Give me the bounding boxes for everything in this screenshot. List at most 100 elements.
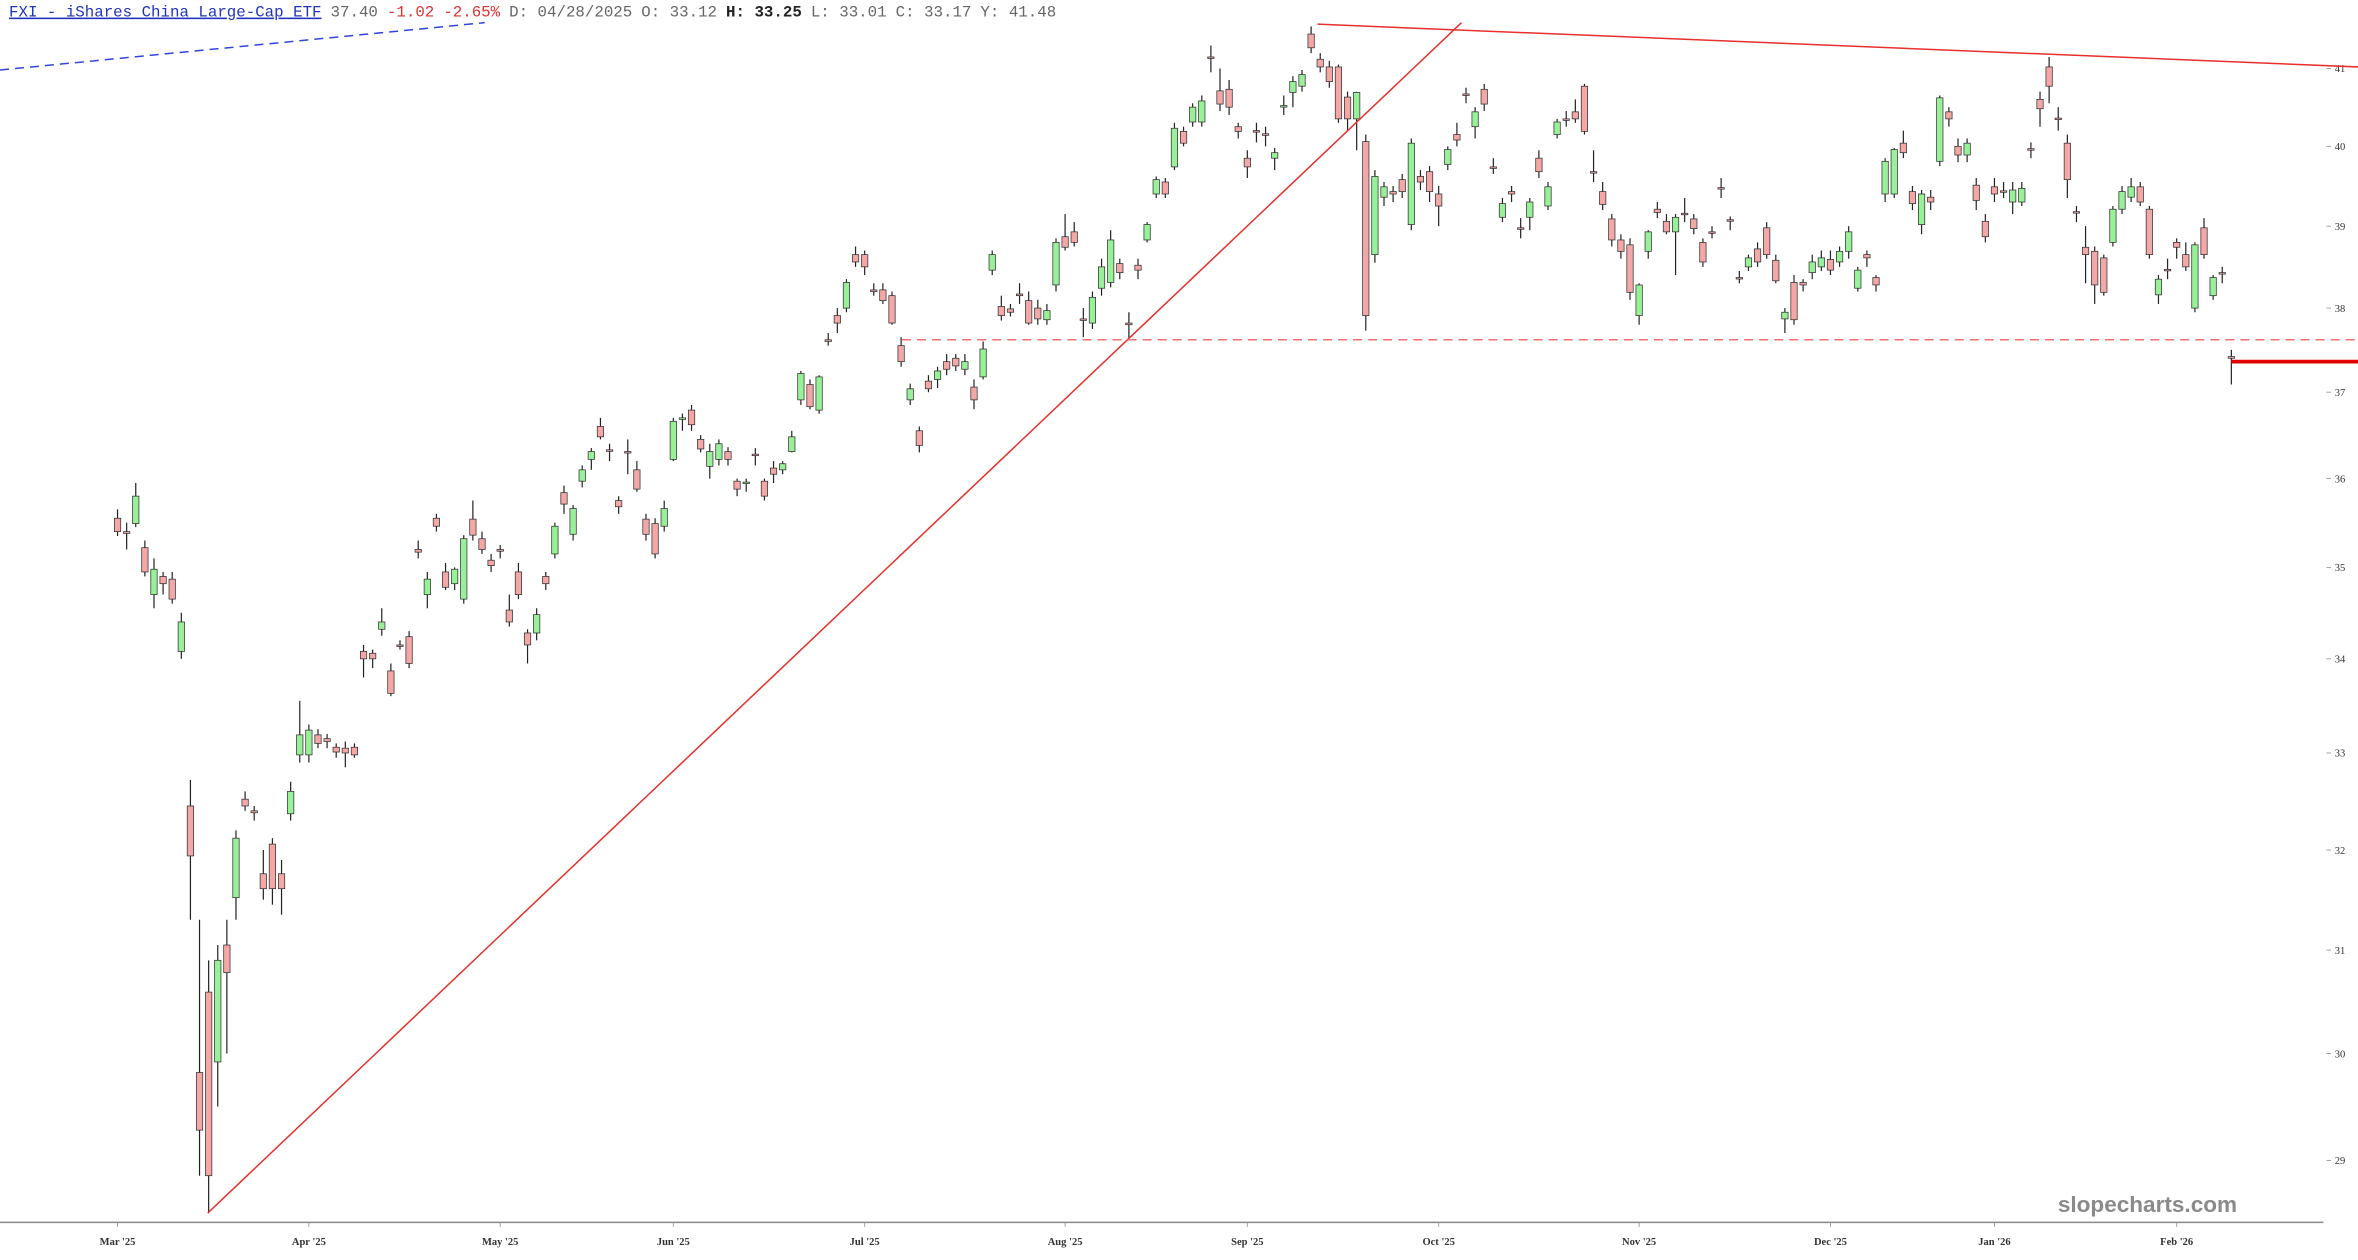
candle-body [423,578,431,595]
candle-body [2072,211,2081,214]
candle-body [2227,356,2235,359]
watermark: slopecharts.com [2058,1192,2237,1217]
candle-body [1954,145,1962,156]
candle-body [223,944,231,973]
candle-body [697,439,705,450]
candle-body [1726,219,1734,222]
candle-body [2045,66,2053,87]
candle-body [1034,307,1042,320]
candle-body [1006,308,1015,313]
candle-body [642,518,650,535]
candle-body [232,837,240,899]
candle-body [150,568,158,595]
candle-body [1161,181,1169,195]
candle-body [323,738,331,742]
candle-body [970,386,978,401]
header: FXI - iShares China Large-Cap ETF 37.40 -1… [9,4,1056,22]
close: C: 33.17 [896,4,972,22]
candle-body [2209,277,2217,297]
candle-body [177,621,185,652]
candle-body [241,798,249,807]
candle-body [1580,85,1589,132]
candle-body [1507,191,1516,195]
candle-body [806,384,814,408]
candle-body [1899,142,1907,154]
candle-body [1535,157,1543,173]
x-tick-label: Jan '26 [1978,1237,2010,1248]
candle-body [669,420,677,460]
x-tick-label: Feb '26 [2160,1237,2193,1248]
candle-body [2063,142,2071,181]
candle-body [2136,186,2144,203]
candle-body [1362,141,1370,316]
candle-body [2082,246,2090,255]
candle-body [159,576,167,585]
candle-body [113,517,122,532]
candle-body [1289,81,1297,93]
candle-body [2027,148,2035,151]
candle-body [2164,268,2172,272]
candle-body [1772,259,1780,282]
candle-body [1863,254,1871,259]
y-tick-label: 35 [2335,563,2346,574]
candle-body [943,361,951,370]
last-price: 37.40 [331,4,378,22]
candle-body [1990,186,1999,195]
candle-body [1389,191,1397,195]
candle-body [1225,88,1233,108]
symbol-link[interactable]: FXI - iShares China Large-Cap ETF [9,4,321,22]
candle-body [687,409,696,426]
candle-body [1043,310,1051,321]
candle-body [1671,216,1680,233]
y-tick-label: 32 [2335,846,2346,857]
x-tick-label: Aug '25 [1048,1237,1083,1248]
candle-body [1890,149,1898,195]
candle-body [1763,227,1771,255]
candle-body [715,443,723,460]
candle-body [587,451,595,460]
candle-body [396,644,404,647]
candle-body [1790,282,1798,321]
date: D: 04/28/2025 [509,4,632,22]
candle-body [1845,231,1853,252]
candle-body [1425,171,1434,192]
candle-body [1125,322,1133,326]
candle-body [1189,106,1197,123]
candle-body [359,651,368,660]
candle-body [906,388,914,401]
candle-body [633,469,641,490]
candle-body [706,451,714,467]
candle-body [1015,293,1024,297]
candle-body [1562,118,1570,121]
candle-body [797,373,805,401]
candle-body [888,295,896,324]
candle-body [487,559,495,566]
candle-body [1526,201,1534,218]
candle-body [578,469,586,482]
candle-body [469,518,477,536]
candle-body [660,508,668,527]
candle-body [2000,190,2008,193]
candle-body [933,370,942,380]
candle-body [1972,184,1980,201]
candle-body [1070,231,1078,243]
candle-body [414,549,422,553]
candle-body [997,306,1005,316]
candle-body [287,791,295,815]
y-tick-label: 37 [2335,388,2346,399]
candle-body [2182,254,2190,268]
candle-body [760,480,769,497]
candle-body [1872,277,1880,286]
candle-body [1981,220,1989,238]
candle-body [1589,171,1598,174]
candle-body [305,729,313,756]
candle-body [168,578,176,600]
candle-body [742,481,750,484]
candle-body [268,843,276,890]
candle-body [1088,296,1097,324]
candle-body [514,571,522,595]
candle-body [451,568,459,585]
change-pct: -2.65% [443,4,500,22]
candle-body [505,609,513,623]
candle-body [1662,220,1671,233]
